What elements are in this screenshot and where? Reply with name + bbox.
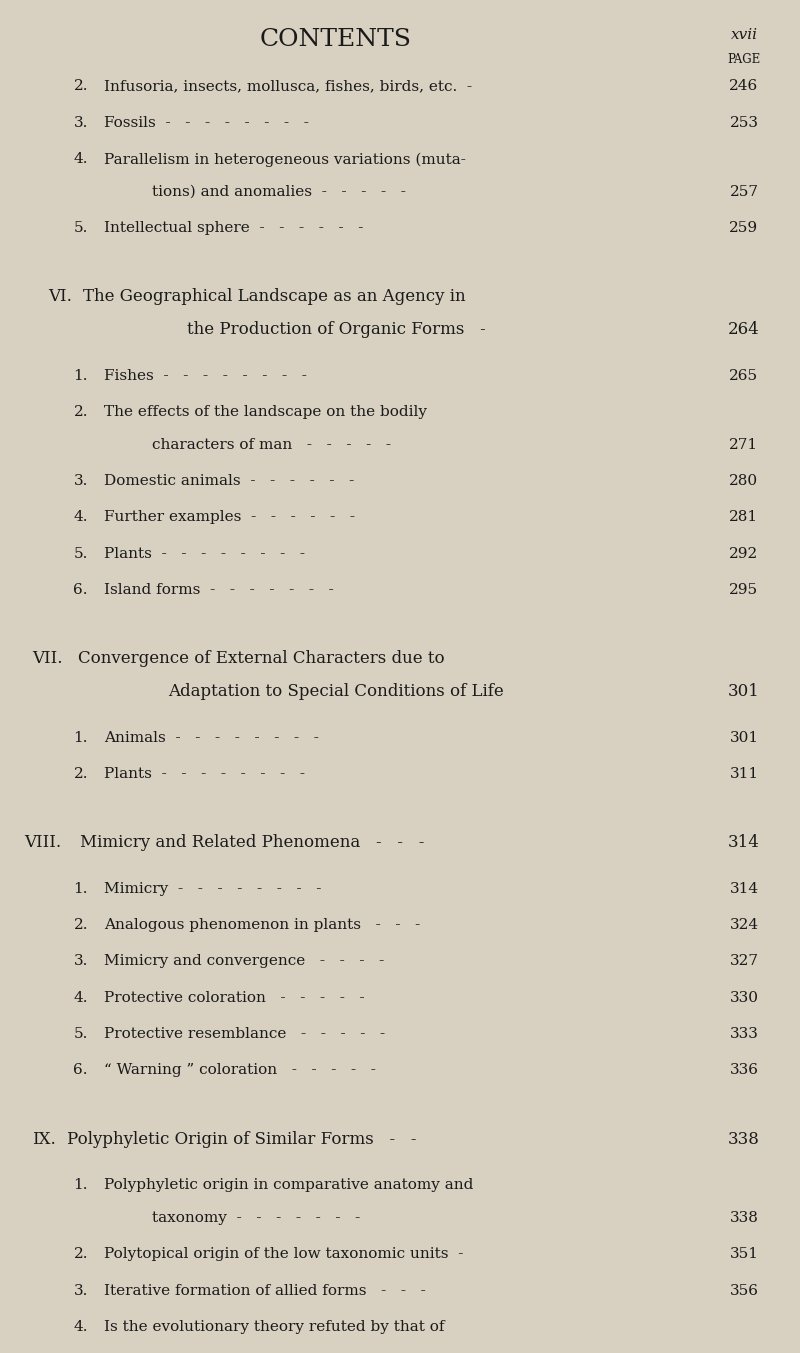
Text: 356: 356: [730, 1284, 758, 1298]
Text: IX.: IX.: [32, 1131, 56, 1147]
Text: Analogous phenomenon in plants   -   -   -: Analogous phenomenon in plants - - -: [104, 917, 420, 932]
Text: Fishes  -   -   -   -   -   -   -   -: Fishes - - - - - - - -: [104, 368, 307, 383]
Text: Parallelism in heterogeneous variations (muta-: Parallelism in heterogeneous variations …: [104, 152, 466, 166]
Text: Polytopical origin of the low taxonomic units  -: Polytopical origin of the low taxonomic …: [104, 1247, 463, 1261]
Text: 246: 246: [730, 80, 758, 93]
Text: 3.: 3.: [74, 116, 88, 130]
Text: Mimicry and convergence   -   -   -   -: Mimicry and convergence - - - -: [104, 954, 384, 969]
Text: 314: 314: [730, 882, 758, 896]
Text: Intellectual sphere  -   -   -   -   -   -: Intellectual sphere - - - - - -: [104, 222, 363, 235]
Text: xvii: xvii: [730, 27, 758, 42]
Text: Polyphyletic origin in comparative anatomy and: Polyphyletic origin in comparative anato…: [104, 1178, 474, 1192]
Text: 338: 338: [728, 1131, 760, 1147]
Text: Is the evolutionary theory refuted by that of: Is the evolutionary theory refuted by th…: [104, 1321, 445, 1334]
Text: 265: 265: [730, 368, 758, 383]
Text: 311: 311: [730, 767, 758, 781]
Text: Polyphyletic Origin of Similar Forms   -   -: Polyphyletic Origin of Similar Forms - -: [67, 1131, 417, 1147]
Text: 2.: 2.: [74, 1247, 88, 1261]
Text: 281: 281: [730, 510, 758, 525]
Text: The Geographical Landscape as an Agency in: The Geographical Landscape as an Agency …: [83, 288, 466, 306]
Text: 2.: 2.: [74, 80, 88, 93]
Text: Mimicry and Related Phenomena   -   -   -: Mimicry and Related Phenomena - - -: [80, 835, 424, 851]
Text: 292: 292: [730, 547, 758, 561]
Text: 314: 314: [728, 835, 760, 851]
Text: 5.: 5.: [74, 222, 88, 235]
Text: PAGE: PAGE: [727, 53, 761, 66]
Text: taxonomy  -   -   -   -   -   -   -: taxonomy - - - - - - -: [152, 1211, 360, 1224]
Text: Further examples  -   -   -   -   -   -: Further examples - - - - - -: [104, 510, 355, 525]
Text: Animals  -   -   -   -   -   -   -   -: Animals - - - - - - - -: [104, 731, 319, 744]
Text: Iterative formation of allied forms   -   -   -: Iterative formation of allied forms - - …: [104, 1284, 426, 1298]
Text: Convergence of External Characters due to: Convergence of External Characters due t…: [78, 651, 444, 667]
Text: 301: 301: [728, 683, 760, 701]
Text: 336: 336: [730, 1063, 758, 1077]
Text: 5.: 5.: [74, 1027, 88, 1040]
Text: 1.: 1.: [74, 731, 88, 744]
Text: 3.: 3.: [74, 474, 88, 488]
Text: Protective resemblance   -   -   -   -   -: Protective resemblance - - - - -: [104, 1027, 385, 1040]
Text: 1.: 1.: [74, 1178, 88, 1192]
Text: 324: 324: [730, 917, 758, 932]
Text: 264: 264: [728, 321, 760, 338]
Text: 6.: 6.: [74, 1063, 88, 1077]
Text: 2.: 2.: [74, 405, 88, 419]
Text: 333: 333: [730, 1027, 758, 1040]
Text: 2.: 2.: [74, 917, 88, 932]
Text: 4.: 4.: [74, 990, 88, 1005]
Text: Domestic animals  -   -   -   -   -   -: Domestic animals - - - - - -: [104, 474, 354, 488]
Text: 1.: 1.: [74, 368, 88, 383]
Text: 301: 301: [730, 731, 758, 744]
Text: characters of man   -   -   -   -   -: characters of man - - - - -: [152, 438, 391, 452]
Text: VII.: VII.: [32, 651, 62, 667]
Text: Plants  -   -   -   -   -   -   -   -: Plants - - - - - - - -: [104, 767, 305, 781]
Text: 4.: 4.: [74, 510, 88, 525]
Text: 5.: 5.: [74, 547, 88, 561]
Text: CONTENTS: CONTENTS: [260, 27, 412, 50]
Text: Adaptation to Special Conditions of Life: Adaptation to Special Conditions of Life: [168, 683, 504, 701]
Text: 253: 253: [730, 116, 758, 130]
Text: 1.: 1.: [74, 882, 88, 896]
Text: Fossils  -   -   -   -   -   -   -   -: Fossils - - - - - - - -: [104, 116, 309, 130]
Text: Infusoria, insects, mollusca, fishes, birds, etc.  -: Infusoria, insects, mollusca, fishes, bi…: [104, 80, 472, 93]
Text: “ Warning ” coloration   -   -   -   -   -: “ Warning ” coloration - - - - -: [104, 1063, 376, 1077]
Text: 338: 338: [730, 1211, 758, 1224]
Text: 351: 351: [730, 1247, 758, 1261]
Text: VI.: VI.: [48, 288, 72, 306]
Text: 2.: 2.: [74, 767, 88, 781]
Text: 3.: 3.: [74, 954, 88, 969]
Text: 6.: 6.: [74, 583, 88, 597]
Text: 4.: 4.: [74, 1321, 88, 1334]
Text: VIII.: VIII.: [24, 835, 61, 851]
Text: Island forms  -   -   -   -   -   -   -: Island forms - - - - - - -: [104, 583, 334, 597]
Text: 257: 257: [730, 185, 758, 199]
Text: 295: 295: [730, 583, 758, 597]
Text: Plants  -   -   -   -   -   -   -   -: Plants - - - - - - - -: [104, 547, 305, 561]
Text: 330: 330: [730, 990, 758, 1005]
Text: the Production of Organic Forms   -: the Production of Organic Forms -: [186, 321, 486, 338]
Text: 271: 271: [730, 438, 758, 452]
Text: Protective coloration   -   -   -   -   -: Protective coloration - - - - -: [104, 990, 365, 1005]
Text: Mimicry  -   -   -   -   -   -   -   -: Mimicry - - - - - - - -: [104, 882, 322, 896]
Text: The effects of the landscape on the bodily: The effects of the landscape on the bodi…: [104, 405, 427, 419]
Text: 4.: 4.: [74, 152, 88, 166]
Text: 280: 280: [730, 474, 758, 488]
Text: 259: 259: [730, 222, 758, 235]
Text: 327: 327: [730, 954, 758, 969]
Text: tions) and anomalies  -   -   -   -   -: tions) and anomalies - - - - -: [152, 185, 406, 199]
Text: 3.: 3.: [74, 1284, 88, 1298]
